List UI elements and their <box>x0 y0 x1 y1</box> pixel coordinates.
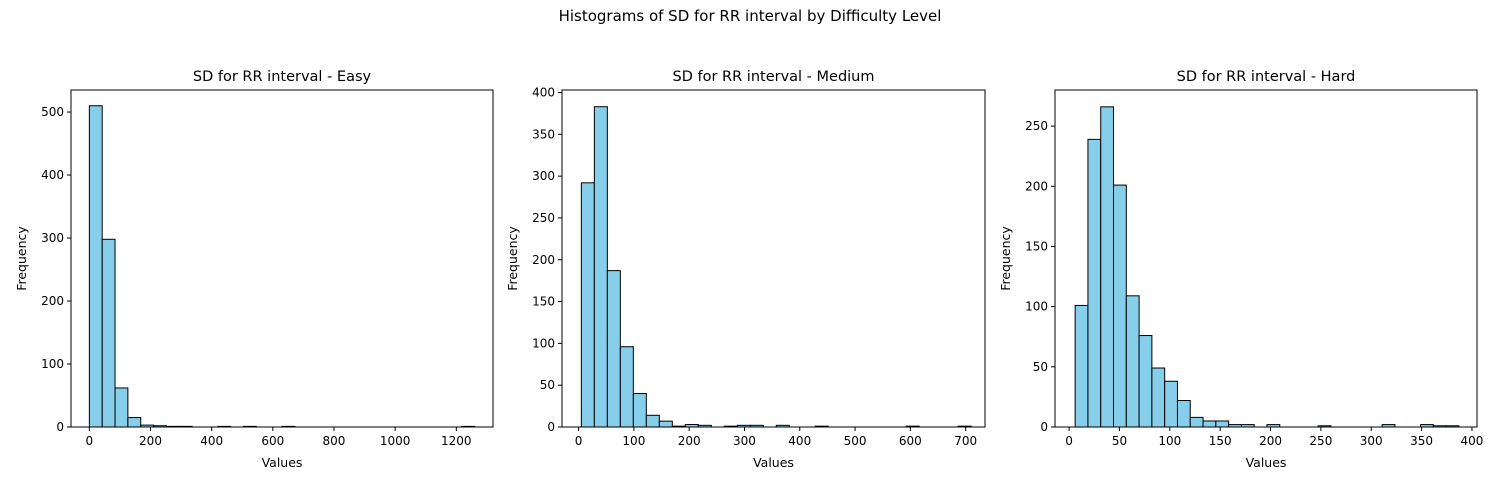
x-tick-label: 200 <box>678 434 701 448</box>
subplot-title: SD for RR interval - Medium <box>673 69 875 85</box>
histogram-bar <box>580 182 595 428</box>
y-tick-label: 100 <box>532 336 555 350</box>
x-tick-label: 0 <box>86 434 94 448</box>
y-tick-label: 300 <box>532 169 555 183</box>
y-tick-label: 200 <box>532 253 555 267</box>
x-tick-label: 700 <box>954 434 977 448</box>
x-tick-label: 1000 <box>380 434 411 448</box>
histogram-bar <box>1176 400 1191 428</box>
y-tick-label: 150 <box>1025 239 1048 253</box>
x-tick-label: 0 <box>1065 434 1073 448</box>
y-tick-label: 150 <box>532 295 555 309</box>
histogram-bar <box>593 106 608 428</box>
histogram-bar <box>1164 380 1178 428</box>
histogram-bar <box>645 414 660 428</box>
subplot-2: 0 100 200 300 400 500 600 700 0 50 100 150 200 250 300… <box>505 69 986 470</box>
histogram-bar <box>1074 304 1089 428</box>
x-tick-label: 150 <box>1209 434 1232 448</box>
figure-title: Histograms of SD for RR interval by Diff… <box>558 7 942 25</box>
axes-frame <box>561 89 986 428</box>
histogram-bar <box>1138 335 1153 428</box>
x-tick-label: 300 <box>733 434 756 448</box>
x-tick-label: 400 <box>788 434 811 448</box>
y-tick-label: 200 <box>41 294 64 308</box>
y-tick-label: 0 <box>56 420 64 434</box>
x-axis-label: Values <box>753 455 794 470</box>
x-tick-label: 400 <box>200 434 223 448</box>
histogram-bar <box>632 393 647 428</box>
x-tick-label: 200 <box>139 434 162 448</box>
histogram-bar <box>1087 138 1102 428</box>
x-tick-label: 500 <box>844 434 867 448</box>
histogram-bar <box>606 270 621 428</box>
y-tick-label: 250 <box>1025 119 1048 133</box>
histogram-bar <box>1202 420 1217 428</box>
y-tick-label: 50 <box>1033 360 1048 374</box>
y-axis-label: Frequency <box>998 226 1013 291</box>
subplot-3: 0 50 100 150 200 250 300 350 400 0 50 100 150 200 250 S… <box>998 69 1483 470</box>
histogram-bar <box>1189 416 1204 428</box>
histogram-bar <box>1100 106 1115 428</box>
x-tick-label: 800 <box>323 434 346 448</box>
histogram-bar <box>114 387 129 428</box>
histogram-bar <box>101 238 116 428</box>
x-tick-label: 250 <box>1309 434 1332 448</box>
subplot-title: SD for RR interval - Easy <box>193 69 372 85</box>
axes-frame <box>70 89 494 428</box>
y-tick-label: 300 <box>41 231 64 245</box>
x-tick-label: 600 <box>899 434 922 448</box>
x-tick-label: 300 <box>1360 434 1383 448</box>
y-tick-label: 100 <box>41 357 64 371</box>
x-tick-label: 600 <box>261 434 284 448</box>
x-tick-label: 350 <box>1410 434 1433 448</box>
x-tick-label: 1200 <box>441 434 472 448</box>
histogram-bar <box>1125 295 1140 428</box>
x-tick-label: 0 <box>575 434 583 448</box>
histogram-bar <box>1151 367 1166 428</box>
y-axis-label: Frequency <box>14 226 29 291</box>
axes-frame <box>1054 89 1478 428</box>
histogram-bar <box>658 420 673 428</box>
histogram-bar <box>1113 184 1127 428</box>
y-axis-label: Frequency <box>505 226 520 291</box>
y-tick-label: 50 <box>540 378 555 392</box>
x-axis-label: Values <box>1246 455 1287 470</box>
x-tick-label: 100 <box>1158 434 1181 448</box>
x-tick-label: 200 <box>1259 434 1282 448</box>
y-tick-label: 0 <box>1040 420 1048 434</box>
x-tick-label: 100 <box>622 434 645 448</box>
y-tick-label: 350 <box>532 127 555 141</box>
y-tick-label: 200 <box>1025 179 1048 193</box>
subplot-title: SD for RR interval - Hard <box>1177 69 1356 85</box>
histogram-bar <box>127 417 142 428</box>
y-tick-label: 400 <box>532 86 555 100</box>
y-tick-label: 100 <box>1025 300 1048 314</box>
y-tick-label: 400 <box>41 168 64 182</box>
y-tick-label: 500 <box>41 105 64 119</box>
subplot-1: 0 200 400 600 800 1000 1200 0 100 200 300 400 500 SD … <box>14 69 494 470</box>
histogram-bar <box>88 105 103 428</box>
y-tick-label: 250 <box>532 211 555 225</box>
x-tick-label: 400 <box>1461 434 1484 448</box>
histogram-bar <box>1215 420 1230 428</box>
x-tick-label: 50 <box>1112 434 1127 448</box>
x-axis-label: Values <box>262 455 303 470</box>
y-tick-label: 0 <box>547 420 555 434</box>
histogram-bar <box>619 346 634 428</box>
